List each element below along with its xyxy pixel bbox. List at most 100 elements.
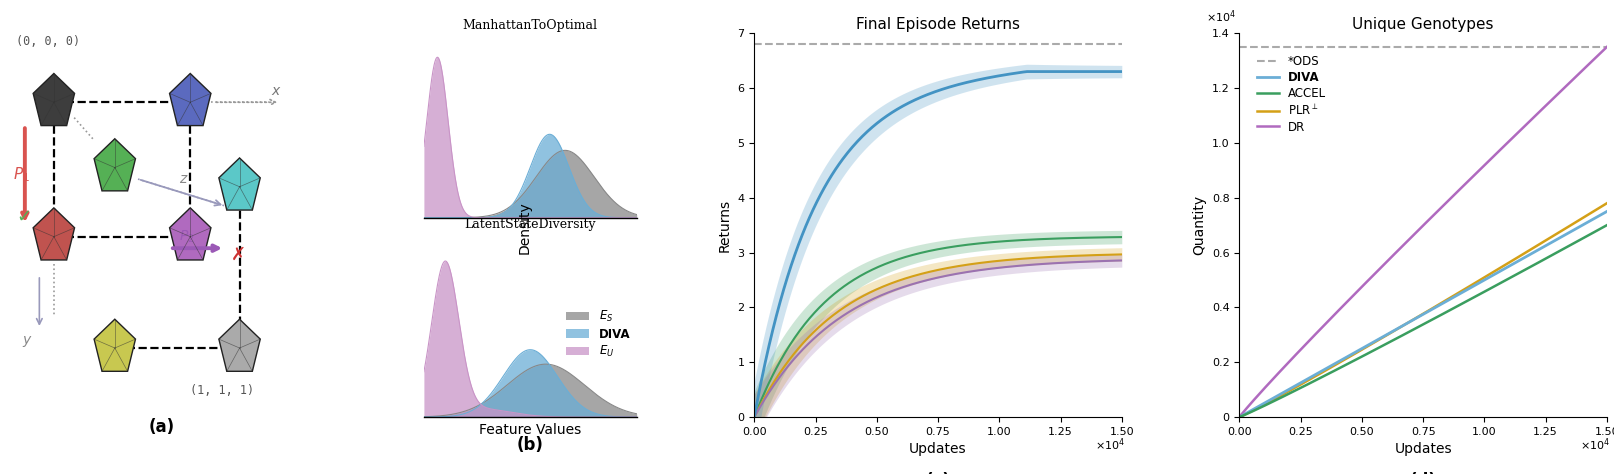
- Line: DIVA: DIVA: [754, 72, 1122, 417]
- Polygon shape: [169, 73, 211, 126]
- PLR$^\perp$: [1077, 253, 1096, 258]
- DR: [1112, 257, 1131, 263]
- PLR$^\perp$: [1538, 236, 1558, 241]
- ACCEL: [962, 241, 981, 247]
- Polygon shape: [94, 139, 136, 191]
- Text: $P_1$: $P_1$: [13, 165, 31, 184]
- DIVA: [1562, 228, 1582, 234]
- DR: [1446, 189, 1466, 195]
- Line: DR: DR: [1238, 47, 1606, 417]
- ACCEL: [1538, 254, 1558, 260]
- DR: [1054, 260, 1073, 265]
- ACCEL: [1448, 303, 1467, 309]
- Y-axis label: Quantity: Quantity: [1191, 195, 1206, 255]
- Y-axis label: Returns: Returns: [718, 199, 731, 252]
- Text: ✓: ✓: [16, 207, 31, 225]
- PLR$^\perp$: [1112, 252, 1131, 257]
- ACCEL: [744, 414, 763, 420]
- Title: Final Episode Returns: Final Episode Returns: [855, 17, 1020, 32]
- ACCEL: [1077, 235, 1096, 240]
- ACCEL: [1562, 241, 1582, 247]
- DIVA: [968, 77, 988, 82]
- DIVA: [744, 414, 763, 420]
- Title: Unique Genotypes: Unique Genotypes: [1351, 17, 1493, 32]
- Line: DIVA: DIVA: [1238, 211, 1606, 417]
- PLR$^\perp$: [744, 414, 763, 420]
- Polygon shape: [94, 319, 136, 371]
- PLR$^\perp$: [1596, 201, 1614, 206]
- PLR$^\perp$: [1230, 414, 1249, 419]
- Text: y: y: [23, 333, 31, 347]
- DR: [1448, 188, 1467, 194]
- DIVA: [962, 78, 981, 84]
- PLR$^\perp$: [1454, 286, 1474, 292]
- DR: [962, 268, 981, 274]
- DR: [1596, 44, 1614, 50]
- Text: $\times10^4$: $\times10^4$: [1094, 437, 1125, 453]
- ACCEL: [1112, 234, 1131, 240]
- Title: ManhattanToOptimal: ManhattanToOptimal: [463, 19, 597, 32]
- DIVA: [1078, 69, 1098, 74]
- DIVA: [1056, 69, 1075, 74]
- Line: ACCEL: ACCEL: [1238, 225, 1606, 417]
- Polygon shape: [220, 319, 260, 371]
- PLR$^\perp$: [746, 412, 765, 418]
- Polygon shape: [34, 208, 74, 260]
- DIVA: [1446, 292, 1466, 298]
- DIVA: [746, 408, 765, 413]
- DIVA: [1230, 414, 1249, 419]
- Text: (0, 0, 0): (0, 0, 0): [16, 35, 81, 48]
- DR: [968, 267, 988, 273]
- DIVA: [1448, 292, 1467, 298]
- ACCEL: [1054, 236, 1073, 241]
- PLR$^\perp$: [1228, 414, 1248, 420]
- DIVA: [1017, 69, 1036, 74]
- Text: (1, 1, 1): (1, 1, 1): [190, 384, 255, 397]
- ACCEL: [746, 411, 765, 417]
- ACCEL: [968, 241, 988, 246]
- Line: DR: DR: [754, 260, 1122, 417]
- DIVA: [1454, 288, 1474, 294]
- Polygon shape: [169, 208, 211, 260]
- DR: [1077, 259, 1096, 264]
- ACCEL: [1230, 414, 1249, 419]
- Text: (d): (d): [1409, 472, 1436, 474]
- DIVA: [1538, 241, 1558, 246]
- Polygon shape: [34, 73, 74, 126]
- DIVA: [1228, 414, 1248, 420]
- ACCEL: [964, 241, 983, 247]
- DIVA: [1596, 209, 1614, 214]
- PLR$^\perp$: [968, 260, 988, 266]
- DR: [1562, 77, 1582, 83]
- PLR$^\perp$: [1054, 254, 1073, 259]
- Text: (a): (a): [148, 419, 174, 437]
- Text: $\times10^4$: $\times10^4$: [1580, 437, 1609, 453]
- PLR$^\perp$: [962, 261, 981, 267]
- Legend: $E_S$, DIVA, $E_U$: $E_S$, DIVA, $E_U$: [560, 304, 634, 364]
- Line: PLR$^\perp$: PLR$^\perp$: [1238, 203, 1606, 417]
- Polygon shape: [220, 158, 260, 210]
- Line: PLR$^\perp$: PLR$^\perp$: [754, 255, 1122, 417]
- Text: ✗: ✗: [231, 246, 245, 264]
- PLR$^\perp$: [1562, 221, 1582, 227]
- Text: z: z: [179, 172, 186, 186]
- DR: [1538, 100, 1558, 105]
- DR: [1230, 413, 1249, 419]
- Text: $P_2$: $P_2$: [179, 228, 194, 245]
- DR: [964, 268, 983, 274]
- ACCEL: [1446, 303, 1466, 309]
- DR: [746, 412, 765, 418]
- ACCEL: [1596, 222, 1614, 228]
- DIVA: [1112, 69, 1131, 74]
- Text: x: x: [271, 83, 279, 98]
- Line: ACCEL: ACCEL: [754, 237, 1122, 417]
- Title: LatentStateDiversity: LatentStateDiversity: [465, 219, 596, 231]
- Text: (b): (b): [516, 437, 544, 455]
- ACCEL: [1454, 300, 1474, 305]
- PLR$^\perp$: [1446, 291, 1466, 297]
- X-axis label: Feature Values: Feature Values: [479, 423, 581, 437]
- DR: [1454, 182, 1474, 188]
- DR: [744, 414, 763, 420]
- Text: $\times10^4$: $\times10^4$: [1206, 9, 1235, 25]
- PLR$^\perp$: [964, 261, 983, 267]
